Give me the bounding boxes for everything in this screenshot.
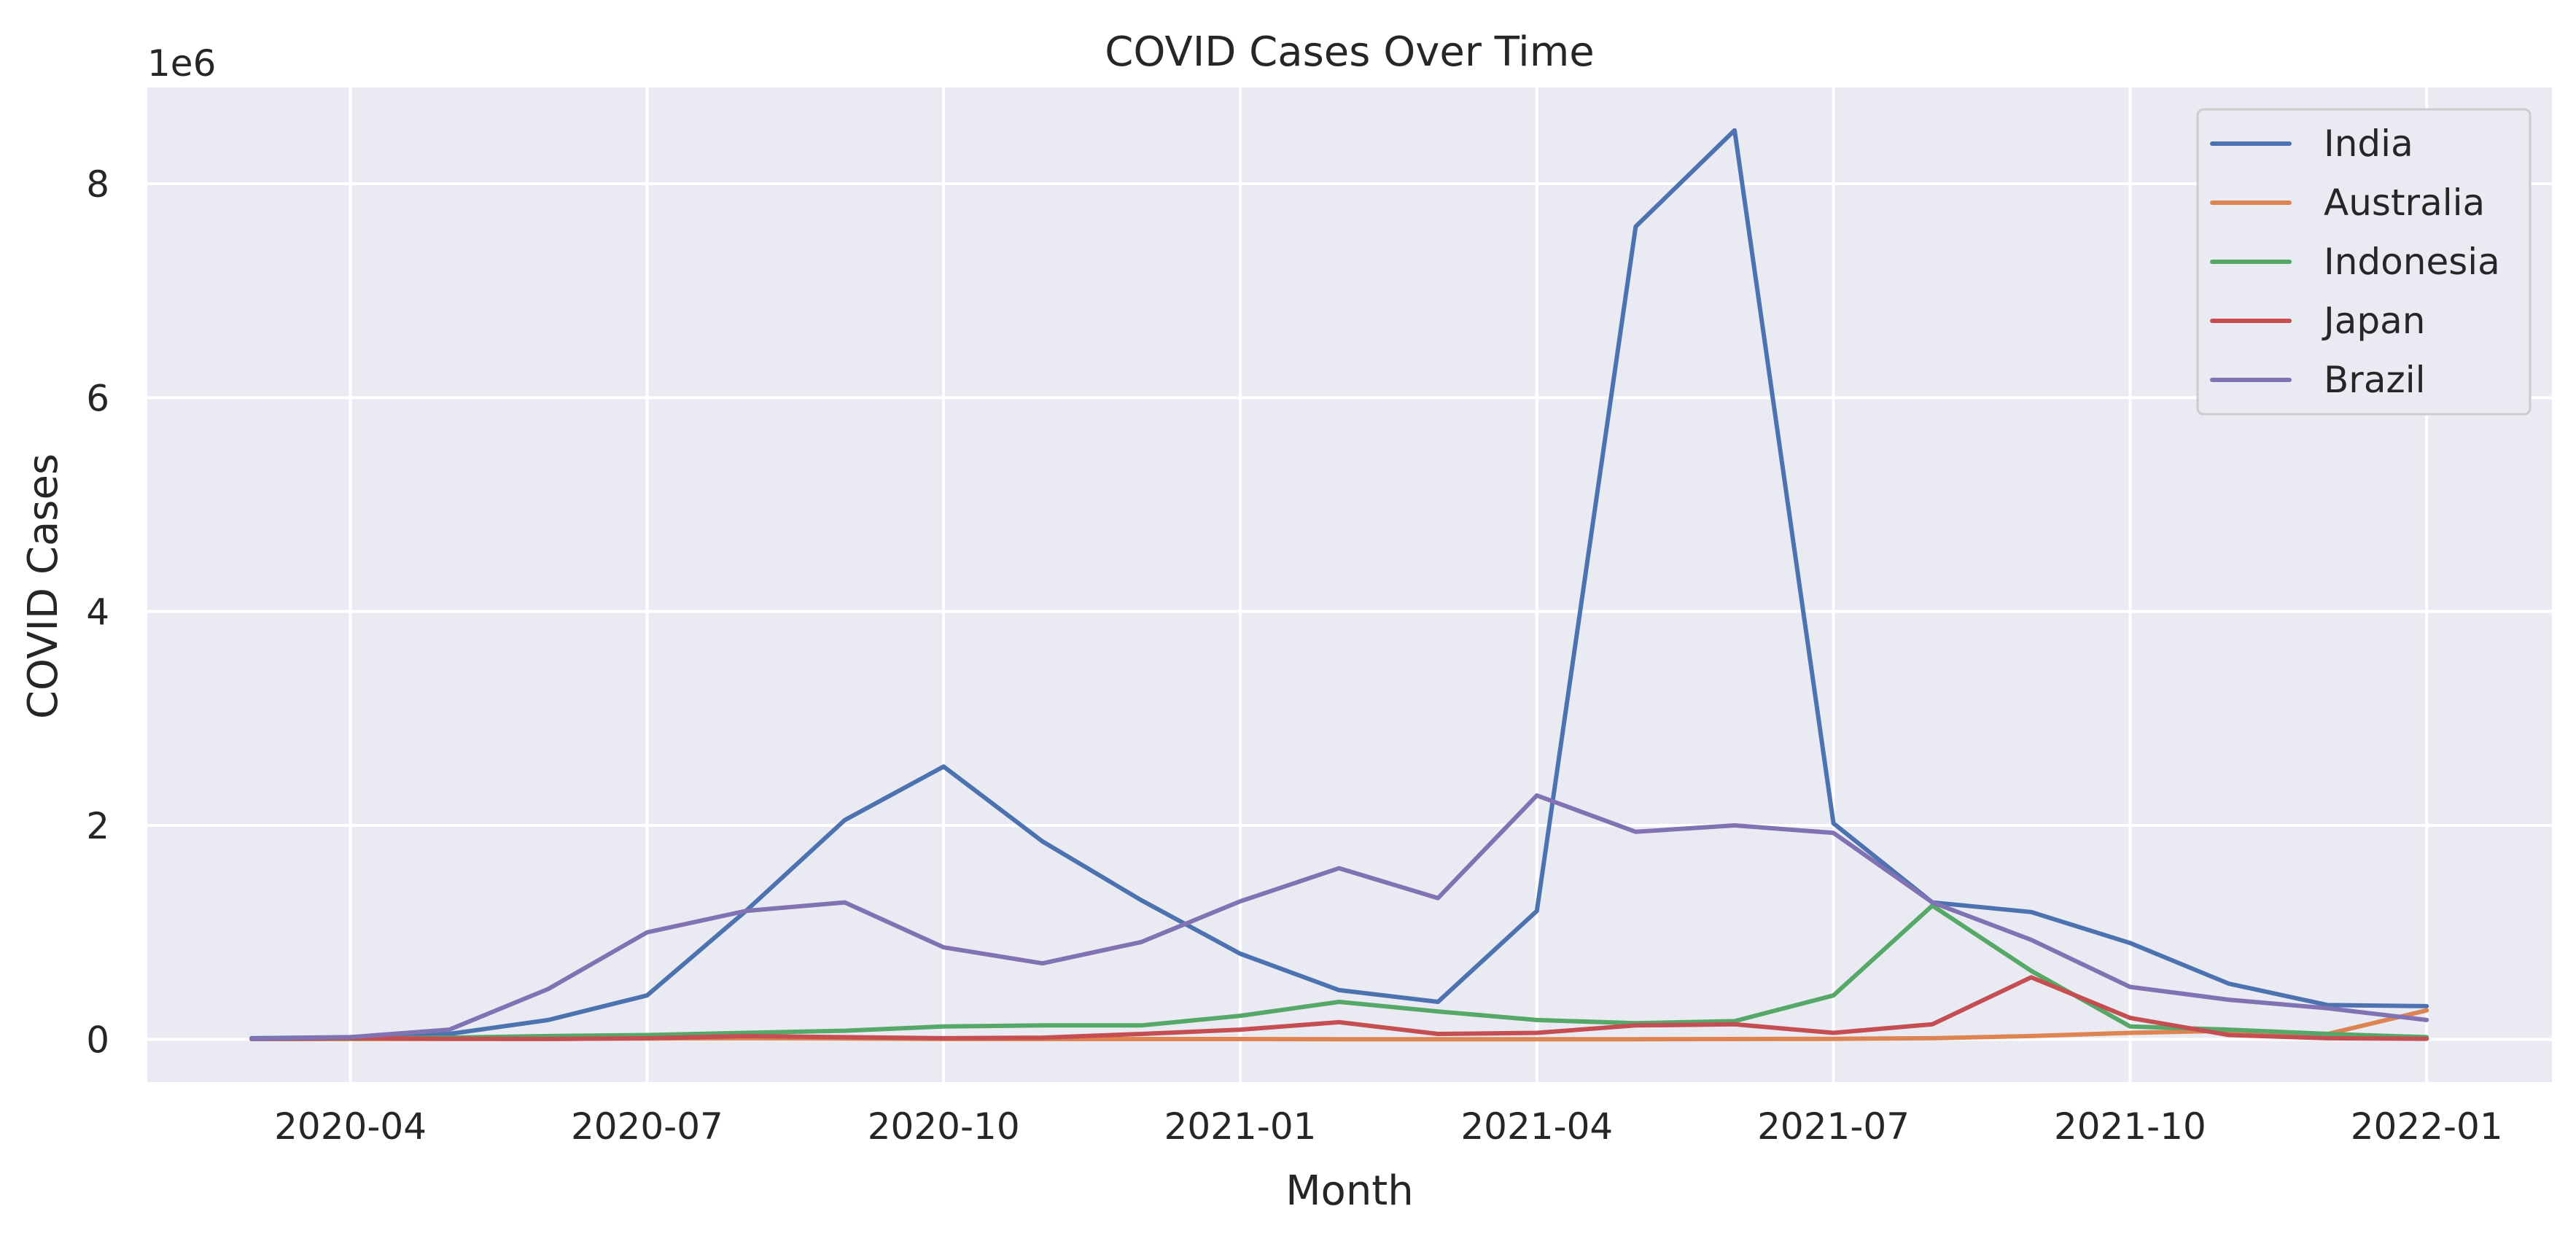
series-line-brazil bbox=[249, 793, 2429, 1041]
plot-area bbox=[147, 87, 2552, 1082]
legend-entries: India Australia Indonesia Japan Brazil bbox=[2210, 122, 2500, 401]
y-tick-label: 6 bbox=[86, 377, 109, 419]
y-offset-label: 1e6 bbox=[147, 42, 216, 85]
y-axis-label: COVID Cases bbox=[20, 454, 67, 719]
series-line-japan bbox=[249, 975, 2429, 1041]
legend-label: Indonesia bbox=[2324, 241, 2500, 283]
x-tick-labels: 2020-04 2020-07 2020-10 2021-01 2021-04 2021-… bbox=[274, 1105, 2503, 1148]
x-tick-label: 2020-07 bbox=[571, 1105, 723, 1148]
x-tick-label: 2020-10 bbox=[868, 1105, 1020, 1148]
legend-label: India bbox=[2324, 122, 2413, 165]
series-line-india bbox=[249, 128, 2429, 1041]
x-axis-label: Month bbox=[1285, 1167, 1414, 1215]
x-tick-label: 2020-04 bbox=[274, 1105, 427, 1148]
x-gridlines bbox=[349, 87, 2429, 1082]
x-tick-label: 2021-10 bbox=[2054, 1105, 2206, 1148]
y-tick-label: 0 bbox=[86, 1019, 109, 1061]
y-tick-label: 4 bbox=[86, 591, 109, 634]
x-tick-label: 2021-01 bbox=[1164, 1105, 1317, 1148]
legend-label: Brazil bbox=[2324, 359, 2426, 401]
legend-label: Australia bbox=[2324, 182, 2485, 224]
x-tick-label: 2022-01 bbox=[2351, 1105, 2503, 1148]
y-tick-label: 8 bbox=[86, 163, 109, 206]
series-lines bbox=[249, 128, 2429, 1042]
x-tick-label: 2021-04 bbox=[1460, 1105, 1613, 1148]
chart-title: COVID Cases Over Time bbox=[1105, 28, 1595, 76]
y-tick-labels: 0 2 4 6 8 bbox=[86, 163, 109, 1061]
y-tick-label: 2 bbox=[86, 805, 109, 847]
x-tick-label: 2021-07 bbox=[1757, 1105, 1910, 1148]
legend-box bbox=[2196, 108, 2532, 416]
legend: India Australia Indonesia Japan Brazil bbox=[2196, 108, 2532, 416]
legend-label: Japan bbox=[2322, 300, 2425, 342]
